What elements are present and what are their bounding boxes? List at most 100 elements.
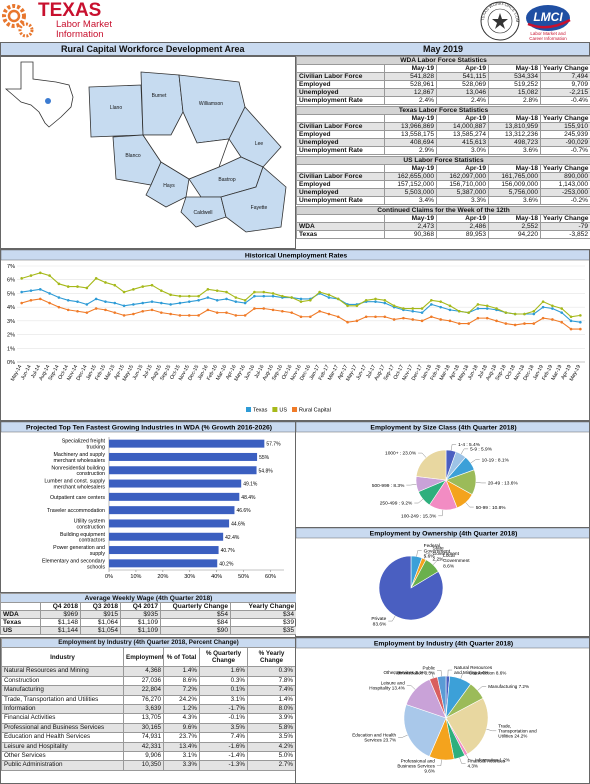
- cell: 24.2%: [163, 694, 200, 706]
- point: [141, 285, 145, 288]
- cell: -0.1%: [199, 713, 248, 724]
- logo-line: Labor Market: [56, 19, 112, 30]
- category-label: Utility system construction: [74, 519, 106, 531]
- legend-label: Texas: [253, 408, 268, 414]
- county-label: Llano: [110, 105, 122, 111]
- cell: 3.9%: [246, 713, 295, 724]
- pie-chart: Employment by Size Class (4th Quarter 20…: [295, 421, 590, 528]
- column-header: Apr-19: [436, 114, 489, 123]
- table-title: WDA Labor Force Statistics: [295, 56, 590, 65]
- point: [411, 309, 415, 313]
- cell: 162,655,000: [384, 172, 437, 181]
- slice-label: Trade, Transportation and Utilities 24.2%: [498, 723, 537, 738]
- table: Employment by Industry (4th Quarter 2018…: [1, 638, 295, 771]
- cell: 2,486: [436, 222, 489, 231]
- seal-star: [492, 13, 508, 29]
- slice-label: 100-249 : 15.3%: [401, 513, 437, 519]
- row-label: Financial Activities: [1, 713, 124, 724]
- column-header: Yearly Change: [540, 114, 590, 123]
- table-title: Texas Labor Force Statistics: [296, 106, 590, 115]
- cell: -1.7%: [199, 704, 248, 715]
- point: [234, 300, 238, 303]
- point: [532, 322, 536, 325]
- point: [327, 296, 331, 299]
- cell: $1,148: [40, 618, 81, 627]
- leader-line: [423, 553, 431, 559]
- cell: 3.1%: [163, 751, 200, 762]
- column-header: Apr-19: [436, 214, 489, 223]
- column-header: May-19: [384, 64, 437, 73]
- point: [262, 290, 266, 294]
- cell: 27,036: [123, 675, 164, 687]
- point: [150, 300, 154, 303]
- cell: 3.6%: [488, 196, 541, 205]
- point: [402, 307, 405, 310]
- title-row: Continued Claims for the Week of the 12t…: [296, 206, 590, 215]
- slice-label: Public Administration 3.3%: [394, 665, 436, 675]
- cell: 5,503,000: [384, 188, 437, 197]
- bar: [109, 532, 224, 541]
- table: US Labor Force Statistics May-19 Apr-19 May…: [295, 156, 590, 205]
- slice-label: 1-4 : 5.4%: [458, 442, 481, 448]
- header-row: Industry Employment% of Total% Quarterly …: [1, 647, 295, 668]
- point: [262, 307, 266, 310]
- table-row: Unemployment Rate 3.4% 3.3% 3.6% -0.2%: [296, 196, 590, 205]
- point: [113, 301, 117, 305]
- point: [420, 307, 424, 310]
- table-row: Trade, Transportation and Utilities 76,27…: [1, 694, 295, 706]
- point: [57, 305, 61, 309]
- cell: 541,115: [436, 72, 489, 81]
- table-row: Civilian Labor Force 162,655,000 162,097,0…: [296, 172, 590, 181]
- lmci-subtitle: Career Information: [529, 36, 567, 41]
- cell: 3.5%: [246, 732, 295, 743]
- x-tick-label: 0%: [105, 574, 113, 580]
- point: [383, 298, 387, 302]
- table-row: Employed 13,558,175 13,585,274 13,312,236 24…: [296, 130, 590, 139]
- cell: -0.4%: [539, 96, 590, 105]
- cell: 3,639: [123, 704, 164, 715]
- y-tick-label: 2%: [7, 333, 15, 339]
- cell: 7.4%: [246, 685, 295, 696]
- leader-line: [450, 444, 457, 451]
- column-header: May-18: [488, 114, 541, 123]
- point: [132, 288, 135, 291]
- point: [411, 307, 415, 310]
- leader-line: [432, 560, 442, 565]
- cell: 162,097,000: [436, 172, 489, 181]
- county: [228, 106, 282, 168]
- point: [206, 288, 210, 291]
- table-row: Texas 90,368 89,953 94,220 -3,852: [296, 230, 590, 239]
- cell: -1.4%: [199, 751, 248, 762]
- point: [38, 271, 42, 275]
- pie-slice: [378, 555, 444, 621]
- value-label: 55%: [259, 455, 270, 461]
- cell: -0.7%: [540, 146, 590, 155]
- header-row: May-19 Apr-19 May-18 Yearly Change: [296, 214, 590, 223]
- row-label: Employed: [296, 180, 385, 189]
- cell: 2.4%: [436, 96, 489, 105]
- blank-cell: [296, 114, 385, 123]
- title-row: Employment by Industry (4th Quarter 2018…: [1, 638, 295, 649]
- cell: 408,694: [384, 138, 437, 147]
- cell: 13,046: [436, 88, 489, 97]
- point: [569, 319, 573, 323]
- cell: 2.7%: [246, 760, 295, 771]
- row-label: Construction: [1, 675, 124, 687]
- point: [94, 297, 98, 301]
- point: [383, 301, 387, 305]
- category-label: Lumber and const. supply merchant wholesa…: [44, 479, 105, 491]
- row-label: Texas: [296, 230, 385, 239]
- cell: -90,029: [540, 138, 590, 147]
- cell: 1,143,000: [539, 180, 590, 189]
- lmci-title: LMCI: [533, 10, 563, 24]
- value-label: 42.4%: [225, 535, 240, 541]
- point: [579, 314, 582, 317]
- x-tick-label: Jul-16: [254, 364, 266, 379]
- point: [38, 288, 42, 291]
- point: [290, 311, 293, 314]
- point: [66, 285, 70, 288]
- leader-line: [436, 759, 442, 766]
- column-header: Yearly Change: [230, 602, 296, 611]
- slice-label: Local Government 8.6%: [443, 553, 470, 570]
